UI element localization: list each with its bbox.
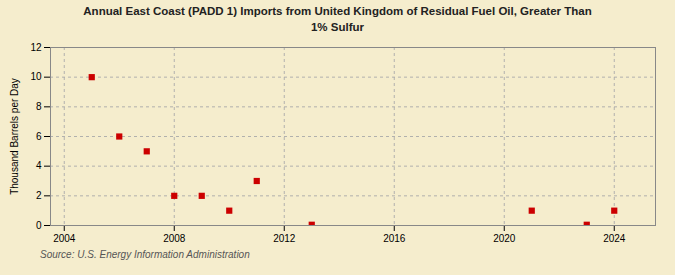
svg-text:4: 4 — [36, 160, 42, 171]
svg-text:2004: 2004 — [53, 233, 76, 244]
svg-text:10: 10 — [30, 71, 42, 82]
svg-text:12: 12 — [30, 42, 42, 53]
svg-text:2016: 2016 — [383, 233, 406, 244]
svg-text:2024: 2024 — [603, 233, 626, 244]
svg-text:2008: 2008 — [163, 233, 186, 244]
html-text:Source: U.S. Energy Informatio: Source: U.S. Energy Information Administ… — [40, 249, 250, 260]
svg-text:2020: 2020 — [493, 233, 516, 244]
svg-text:2: 2 — [36, 190, 42, 201]
svg-text:6: 6 — [36, 131, 42, 142]
svg-text:0: 0 — [36, 220, 42, 231]
html-text:Annual East Coast (PADD 1) Imp: Annual East Coast (PADD 1) Imports from … — [83, 5, 592, 33]
svg-text:8: 8 — [36, 101, 42, 112]
svg-text:Thousand Barrels per Day: Thousand Barrels per Day — [9, 78, 20, 195]
svg-text:2012: 2012 — [273, 233, 296, 244]
